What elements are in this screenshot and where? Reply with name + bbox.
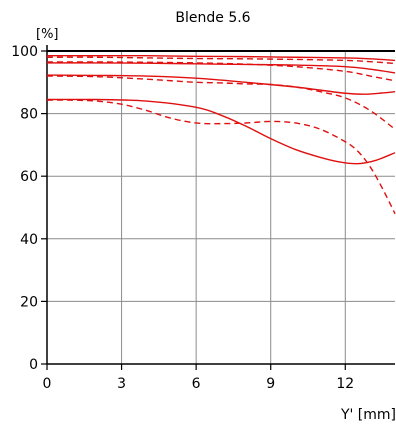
series-line-7-solid [47,99,395,163]
x-tick-label: 0 [43,376,52,392]
y-tick-label: 0 [29,357,38,373]
x-axis-label: Y' [mm] [340,407,396,423]
y-tick-label: 20 [20,294,38,310]
grid [47,51,395,364]
series-group [47,56,395,214]
series-line-8-dashed [47,100,395,214]
y-axis-label: [%] [36,27,59,42]
x-tick-label: 12 [336,376,354,392]
y-tick-label: 60 [20,169,38,185]
x-tick-label: 6 [192,376,201,392]
axes [41,45,395,370]
chart-title: Blende 5.6 [175,10,250,26]
x-tick-label: 9 [266,376,275,392]
series-line-5-solid [47,75,395,94]
series-line-6-dashed [47,76,395,129]
x-tick-label: 3 [117,376,126,392]
y-tick-label: 100 [11,44,38,60]
tick-labels: 0 20 40 60 80 100 0 3 6 9 12 [11,44,354,392]
y-tick-label: 80 [20,107,38,123]
y-tick-label: 40 [20,232,38,248]
